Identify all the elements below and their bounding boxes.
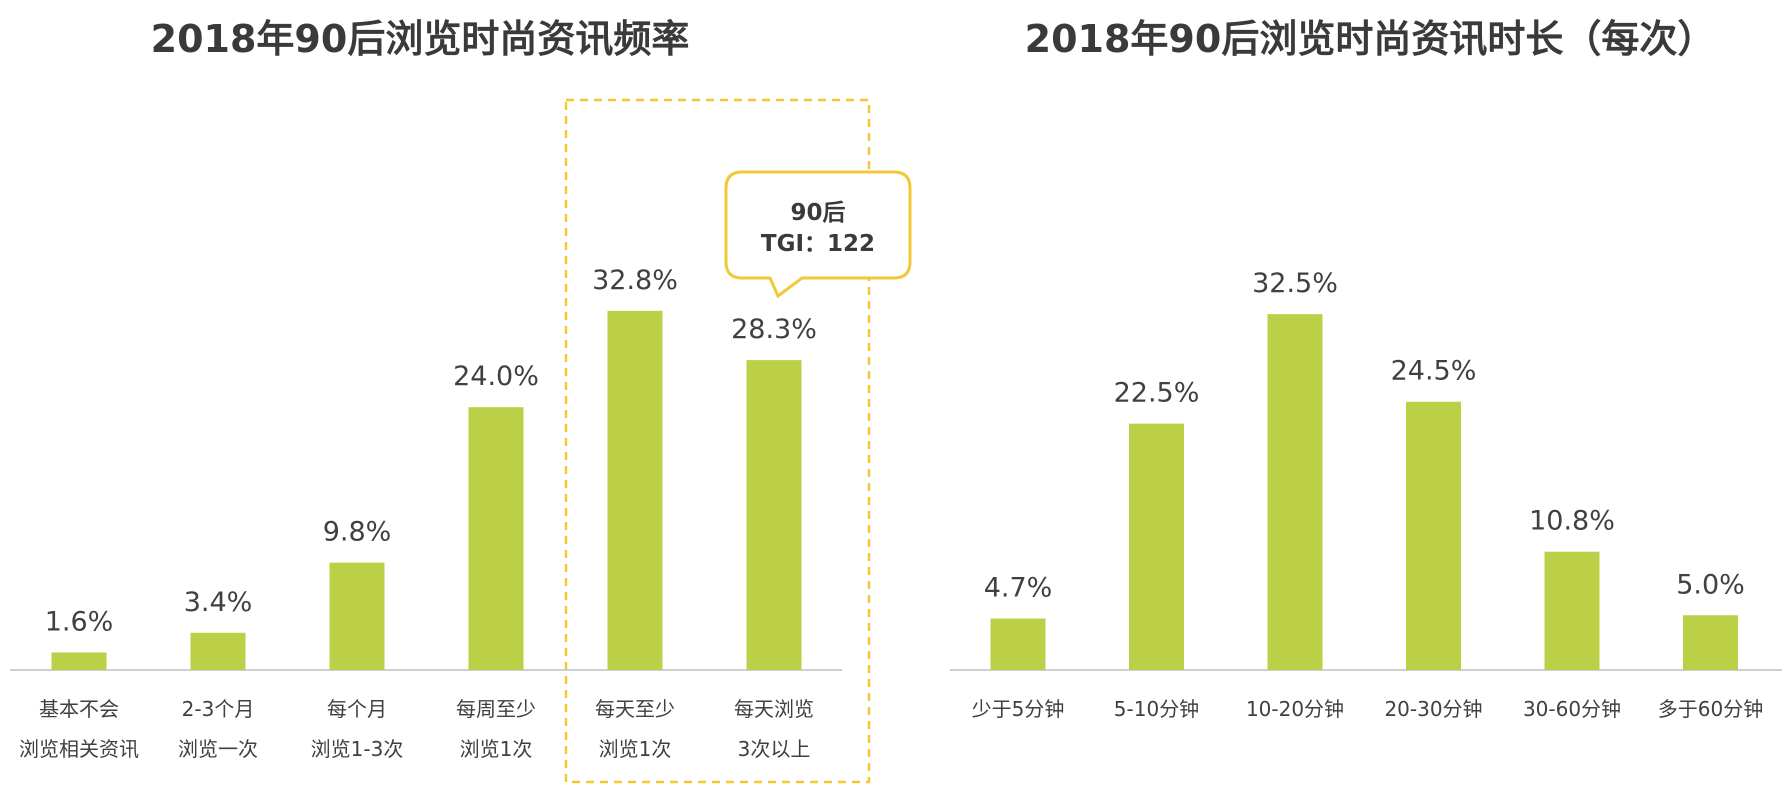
x-tick-label: 浏览1-3次	[311, 737, 404, 761]
x-tick-label: 30-60分钟	[1523, 697, 1621, 721]
bar	[1544, 551, 1600, 670]
callout-bubble	[724, 170, 912, 299]
x-tick-label: 5-10分钟	[1114, 697, 1199, 721]
x-tick-label: 浏览1次	[599, 737, 672, 761]
x-tick-label: 浏览1次	[460, 737, 533, 761]
chart-title-duration: 2018年90后浏览时尚资讯时长（每次）	[1024, 17, 1716, 61]
data-label: 4.7%	[984, 573, 1053, 604]
x-tick-label: 每天浏览	[734, 697, 814, 721]
data-label: 5.0%	[1676, 569, 1745, 600]
bar	[468, 407, 524, 670]
bar	[329, 562, 385, 670]
x-tick-label: 每个月	[327, 697, 387, 721]
x-tick-label: 3次以上	[738, 737, 811, 761]
callout-text: TGI：122	[761, 231, 875, 257]
bar	[1129, 423, 1184, 670]
x-tick-label: 每周至少	[456, 697, 536, 721]
bar	[1267, 314, 1323, 670]
data-label: 24.0%	[453, 361, 539, 392]
x-tick-label: 多于60分钟	[1658, 697, 1763, 721]
data-label: 9.8%	[323, 517, 392, 548]
x-tick-label: 浏览相关资讯	[19, 737, 139, 761]
data-label: 1.6%	[45, 606, 114, 637]
callout-text: 90后	[790, 200, 845, 226]
data-label: 22.5%	[1114, 378, 1200, 409]
x-tick-label: 每天至少	[595, 697, 675, 721]
bar	[51, 652, 107, 670]
x-tick-label: 浏览一次	[178, 737, 258, 761]
x-tick-label: 20-30分钟	[1384, 697, 1482, 721]
highlight-box	[564, 98, 871, 784]
bar	[607, 310, 663, 670]
data-label: 10.8%	[1529, 506, 1615, 537]
x-tick-label: 2-3个月	[182, 697, 255, 721]
chart-title-frequency: 2018年90后浏览时尚资讯频率	[150, 17, 690, 61]
bar	[190, 632, 246, 670]
data-label: 3.4%	[184, 587, 253, 618]
bar	[746, 360, 802, 670]
x-tick-label: 10-20分钟	[1246, 697, 1344, 721]
bar	[1683, 615, 1738, 670]
data-label: 24.5%	[1391, 356, 1477, 387]
x-tick-label: 基本不会	[39, 697, 119, 721]
x-tick-label: 少于5分钟	[972, 697, 1065, 721]
chart-1: 4.7% 少于5分钟 22.5% 5-10分钟 32.5% 10-20分钟 24.5% 20-…	[950, 268, 1782, 721]
data-label: 32.5%	[1252, 268, 1338, 299]
data-label: 32.8%	[592, 265, 678, 296]
data-label: 28.3%	[731, 314, 817, 345]
bar	[1406, 401, 1461, 670]
bar	[990, 618, 1046, 670]
